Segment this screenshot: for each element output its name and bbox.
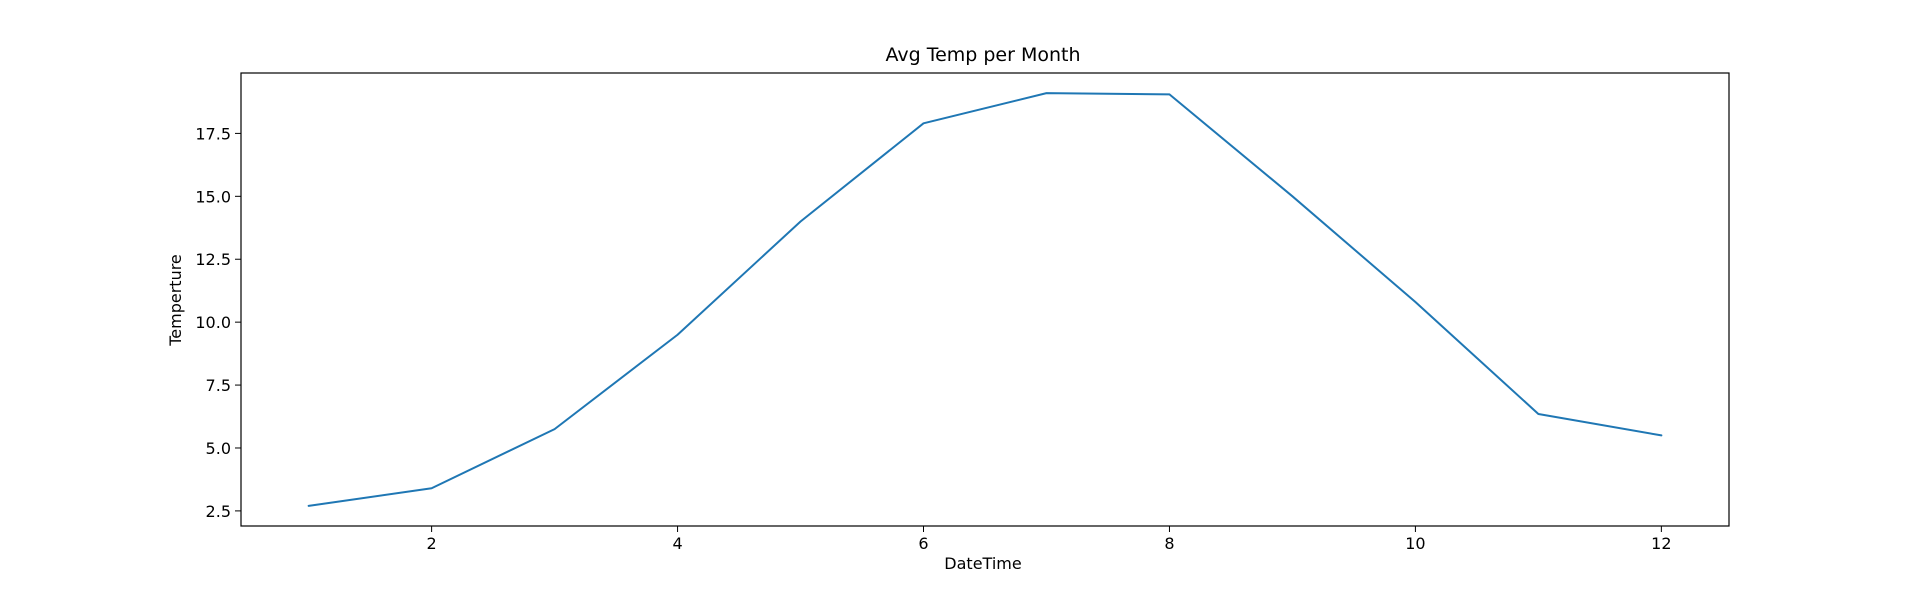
y-tick-label: 2.5 — [206, 502, 231, 521]
x-tick-label: 4 — [672, 534, 682, 553]
y-tick-label: 5.0 — [206, 439, 231, 458]
x-tick-label: 2 — [427, 534, 437, 553]
y-tick-label: 15.0 — [195, 187, 231, 206]
chart-title: Avg Temp per Month — [885, 44, 1080, 66]
y-tick-label: 12.5 — [195, 250, 231, 269]
x-tick-label: 10 — [1405, 534, 1425, 553]
axis-ticks: 2 4 6 8 10 12 2.5 5.0 7.5 10.0 12.5 15.0 17.5 — [195, 124, 1671, 553]
y-tick-label: 7.5 — [206, 376, 231, 395]
y-tick-label: 17.5 — [195, 124, 231, 143]
x-tick-label: 6 — [918, 534, 928, 553]
y-axis-label: Temperture — [166, 254, 185, 347]
x-tick-label: 12 — [1651, 534, 1671, 553]
x-tick-label: 8 — [1164, 534, 1174, 553]
series-line — [309, 93, 1662, 506]
y-tick-label: 10.0 — [195, 313, 231, 332]
axes-frame — [241, 73, 1729, 526]
series-layer — [309, 93, 1662, 506]
x-axis-label: DateTime — [944, 554, 1021, 573]
